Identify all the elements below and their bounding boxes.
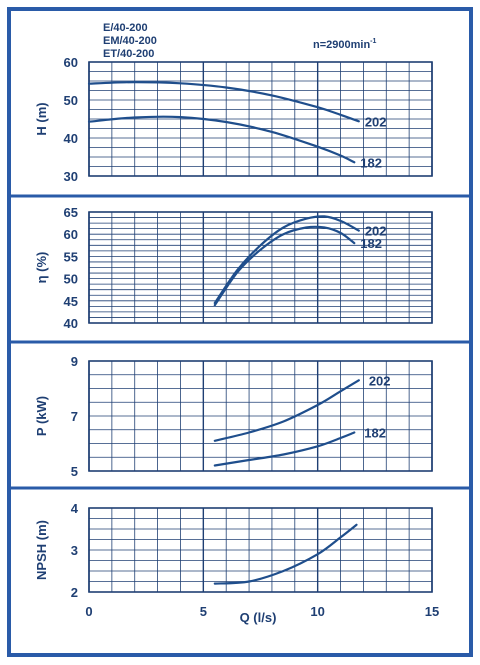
plot-border: [88, 61, 433, 177]
series-label-202: 202: [365, 224, 387, 239]
series-label-182: 182: [360, 155, 382, 170]
ylabel-npsh: NPSH (m): [34, 520, 49, 580]
y-tick-label: 4: [71, 501, 79, 516]
curve-202: [213, 379, 360, 442]
ylabel-head: H (m): [34, 102, 49, 135]
model-name-2: EM/40-200: [103, 35, 157, 47]
plot-border: [88, 507, 433, 593]
series-label-182: 182: [364, 426, 386, 441]
y-tick-label: 50: [64, 93, 78, 108]
curve-npsh: [213, 523, 358, 585]
xlabel-flow: Q (l/s): [240, 610, 277, 625]
y-tick-label: 65: [64, 205, 78, 220]
x-tick-label: 5: [200, 604, 207, 619]
series-label-182: 182: [360, 236, 382, 251]
series-label-202: 202: [369, 373, 391, 388]
y-tick-label: 30: [64, 169, 78, 184]
x-tick-label: 0: [85, 604, 92, 619]
curve-202: [213, 215, 360, 305]
ylabel-efficiency: η (%): [34, 252, 49, 284]
model-name-3: ET/40-200: [103, 48, 154, 60]
npsh-chart: 2 3 4 NPSH (m) 0 5 10 15 Q (l/s): [34, 501, 439, 625]
y-tick-label: 2: [71, 585, 78, 600]
y-tick-label: 40: [64, 316, 78, 331]
y-tick-label: 9: [71, 354, 78, 369]
y-tick-label: 5: [71, 464, 78, 479]
x-tick-label: 10: [310, 604, 324, 619]
series-label-202: 202: [365, 114, 387, 129]
ylabel-power: P (kW): [34, 396, 49, 436]
plot-border: [88, 211, 433, 324]
sheet-frame: [7, 7, 473, 657]
y-tick-label: 60: [64, 227, 78, 242]
curve-182: [213, 225, 356, 307]
y-tick-label: 3: [71, 543, 78, 558]
x-tick-label: 15: [425, 604, 439, 619]
speed-exponent: -1: [370, 38, 376, 45]
y-tick-label: 60: [64, 55, 78, 70]
model-name-1: E/40-200: [103, 22, 148, 34]
y-tick-label: 7: [71, 409, 78, 424]
curve-202: [87, 80, 360, 123]
y-tick-label: 55: [64, 249, 78, 264]
y-tick-label: 45: [64, 294, 78, 309]
y-tick-label: 40: [64, 131, 78, 146]
power-chart: 5 7 9 P (kW) 202 182: [34, 354, 433, 479]
plot-border: [88, 360, 433, 472]
y-tick-label: 50: [64, 272, 78, 287]
speed-label: n=2900min-1: [313, 38, 377, 51]
speed-value: n=2900min: [313, 39, 370, 51]
curve-182: [213, 431, 356, 467]
curve-182: [87, 115, 356, 164]
head-chart: 30 40 50 60 H (m) 202 182: [34, 55, 433, 184]
